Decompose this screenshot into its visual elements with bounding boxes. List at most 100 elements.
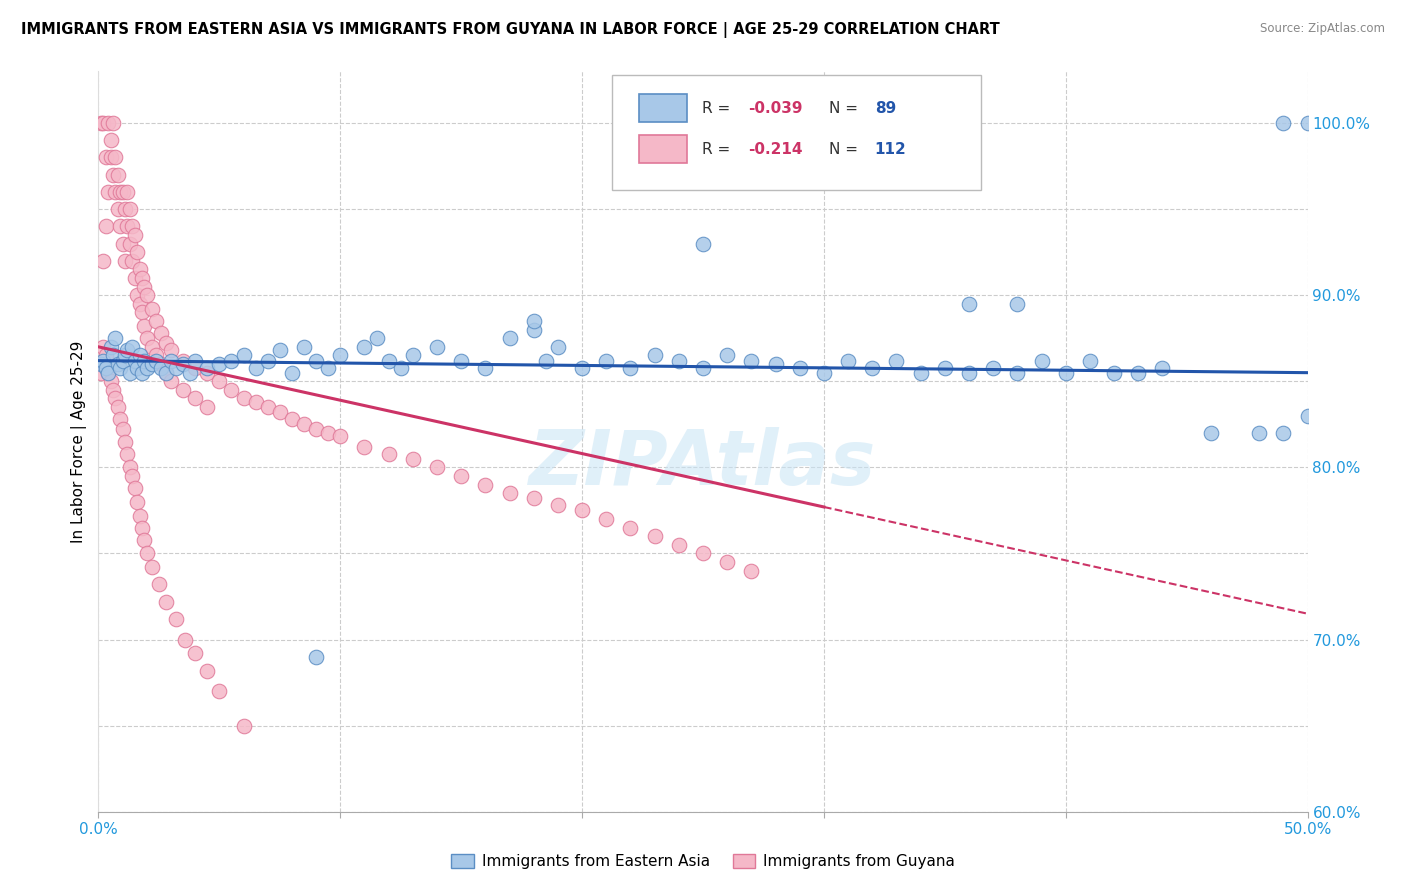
Point <box>100 340 122 354</box>
Point <box>114 434 136 449</box>
Point <box>145 353 167 368</box>
Point <box>547 498 569 512</box>
Text: 112: 112 <box>875 142 907 157</box>
Point <box>90 357 112 371</box>
Point <box>450 469 472 483</box>
Point <box>117 447 139 461</box>
Point <box>789 360 811 375</box>
Point <box>740 564 762 578</box>
Point <box>1031 353 1053 368</box>
Point <box>117 185 139 199</box>
Point <box>91 253 114 268</box>
Point <box>131 366 153 380</box>
Point <box>245 395 267 409</box>
Point <box>135 288 157 302</box>
Point <box>134 319 156 334</box>
Point <box>305 422 328 436</box>
Point <box>256 353 278 368</box>
Point <box>619 360 641 375</box>
Point <box>124 271 146 285</box>
Point <box>128 508 150 523</box>
Point <box>305 649 328 664</box>
Point <box>389 360 412 375</box>
Point <box>134 279 156 293</box>
Point <box>121 469 143 483</box>
Point <box>128 297 150 311</box>
Text: -0.039: -0.039 <box>748 101 803 116</box>
FancyBboxPatch shape <box>613 75 981 190</box>
Point <box>184 360 207 375</box>
Point <box>90 116 112 130</box>
Point <box>208 357 231 371</box>
Point <box>934 360 956 375</box>
Point <box>716 555 738 569</box>
Point <box>124 481 146 495</box>
FancyBboxPatch shape <box>638 135 688 163</box>
Point <box>740 353 762 368</box>
Point <box>1128 366 1150 380</box>
Text: -0.214: -0.214 <box>748 142 803 157</box>
Text: R =: R = <box>702 142 735 157</box>
Point <box>111 353 134 368</box>
Point <box>716 348 738 362</box>
Point <box>94 219 117 234</box>
Point <box>172 357 194 371</box>
Point <box>127 495 149 509</box>
Point <box>1272 425 1295 440</box>
Point <box>107 357 129 371</box>
Point <box>450 353 472 368</box>
Point <box>221 383 243 397</box>
Point <box>329 348 352 362</box>
Point <box>111 422 134 436</box>
Point <box>118 366 141 380</box>
Point <box>131 305 153 319</box>
Point <box>131 521 153 535</box>
Point <box>498 331 520 345</box>
Point <box>145 348 167 362</box>
Point <box>1296 116 1319 130</box>
Point <box>498 486 520 500</box>
Point <box>100 133 122 147</box>
Point <box>100 151 122 165</box>
Point <box>547 340 569 354</box>
Point <box>108 219 131 234</box>
Point <box>1054 366 1077 380</box>
Point <box>692 360 714 375</box>
Point <box>165 612 187 626</box>
Point <box>94 360 117 375</box>
Point <box>127 245 149 260</box>
Point <box>1078 353 1101 368</box>
Point <box>134 533 156 547</box>
Point <box>91 116 114 130</box>
Point <box>269 343 291 358</box>
Point <box>135 546 157 560</box>
Point <box>118 460 141 475</box>
Point <box>104 151 127 165</box>
Point <box>184 392 207 406</box>
Point <box>97 116 120 130</box>
Point <box>150 357 173 371</box>
Point <box>104 185 127 199</box>
Point <box>104 392 127 406</box>
Point <box>108 185 131 199</box>
Point <box>160 374 183 388</box>
Point <box>957 366 980 380</box>
Point <box>221 353 243 368</box>
Point <box>104 331 127 345</box>
Point <box>101 383 124 397</box>
Point <box>1152 360 1174 375</box>
Point <box>981 360 1004 375</box>
Point <box>117 343 139 358</box>
Point <box>269 405 291 419</box>
Point <box>316 425 339 440</box>
Point <box>305 353 328 368</box>
Point <box>179 366 201 380</box>
Text: ZIPAtlas: ZIPAtlas <box>529 426 877 500</box>
Point <box>837 353 859 368</box>
Point <box>135 360 157 375</box>
Point <box>256 400 278 414</box>
Point <box>101 348 124 362</box>
Point <box>208 684 231 698</box>
Point <box>316 360 339 375</box>
Point <box>195 366 218 380</box>
